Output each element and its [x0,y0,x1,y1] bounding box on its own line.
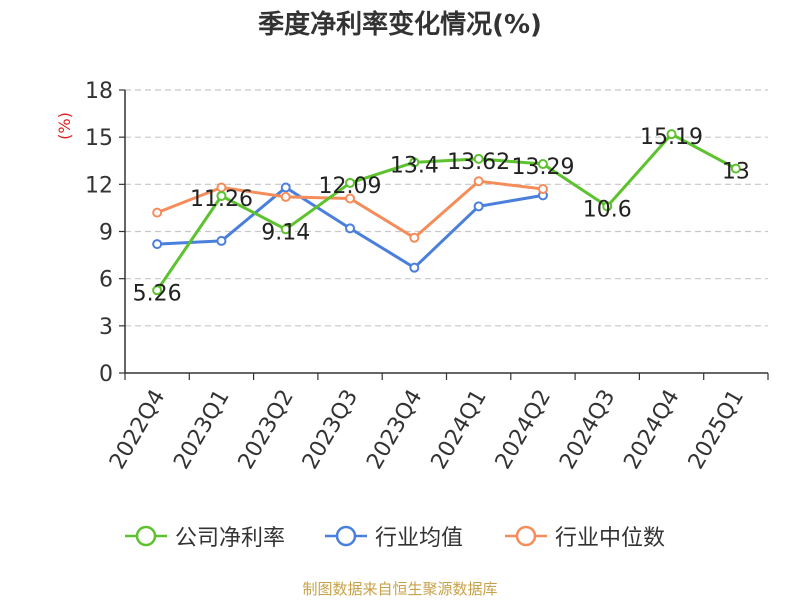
data-point-industry-average [280,182,291,193]
y-tick-label: 18 [85,79,113,104]
data-point-company-net-margin [345,177,356,188]
data-point-industry-average [152,239,163,250]
legend-marker-industry-avg [325,525,367,547]
data-point-industry-median [537,184,548,195]
legend-item-industry-median[interactable]: 行业中位数 [505,520,665,552]
x-tick-label: 2024Q2 [491,386,556,474]
x-tick-label: 2025Q1 [684,386,749,474]
data-point-company-net-margin [409,157,420,168]
x-tick-label: 2022Q4 [105,386,170,474]
data-point-company-net-margin [537,159,548,170]
data-label: 12.09 [319,174,382,199]
data-label: 11.26 [190,187,253,212]
data-label: 13 [722,160,750,185]
legend-item-industry-avg[interactable]: 行业均值 [325,520,463,552]
y-tick-label: 9 [99,221,113,246]
data-point-industry-median [280,191,291,202]
legend-marker-company [125,525,167,547]
y-tick-label: 3 [99,315,113,340]
data-point-industry-median [473,176,484,187]
y-tick-label: 15 [85,126,113,151]
series-line-company-net-margin [155,132,737,292]
data-label: 9.14 [261,220,310,245]
data-label: 5.26 [133,281,182,306]
data-label: 10.6 [583,197,632,222]
chart-title: 季度净利率变化情况(%) [258,10,542,40]
data-point-industry-average [216,235,227,246]
y-tick-label: 6 [99,268,113,293]
legend-label-industry-median: 行业中位数 [555,526,666,551]
data-point-company-net-margin [280,224,291,235]
legend-marker-industry-median [505,525,547,547]
x-tick-label: 2023Q1 [169,386,234,474]
data-point-company-net-margin [473,153,484,164]
x-tick-label: 2024Q1 [427,386,492,474]
x-tick-label: 2023Q4 [362,386,427,474]
x-tick-label: 2024Q4 [619,386,684,474]
data-label: 13.29 [511,155,574,180]
legend-label-company: 公司净利率 [175,526,286,551]
legend-label-industry-avg: 行业均值 [375,526,464,551]
data-point-industry-median [152,207,163,218]
data-point-industry-average [345,223,356,234]
legend-item-company[interactable]: 公司净利率 [125,520,285,552]
y-tick-label: 12 [85,173,113,198]
y-axis-label: (%) [55,112,74,140]
data-point-industry-median [345,193,356,204]
data-point-company-net-margin [152,285,163,296]
data-point-industry-median [409,232,420,243]
x-tick-label: 2024Q3 [555,386,620,474]
data-point-company-net-margin [216,190,227,201]
data-point-industry-average [409,262,420,273]
x-tick-label: 2023Q2 [234,386,299,474]
data-point-company-net-margin [730,163,741,174]
data-label: 13.4 [390,153,439,178]
data-label: 13.62 [447,150,510,175]
data-label: 15.19 [640,125,703,150]
source-note: 制图数据来自恒生聚源数据库 [302,580,498,598]
data-point-company-net-margin [666,129,677,140]
x-tick-label: 2023Q3 [298,386,363,474]
y-tick-label: 0 [99,362,113,387]
data-point-company-net-margin [602,201,613,212]
data-point-industry-average [473,201,484,212]
